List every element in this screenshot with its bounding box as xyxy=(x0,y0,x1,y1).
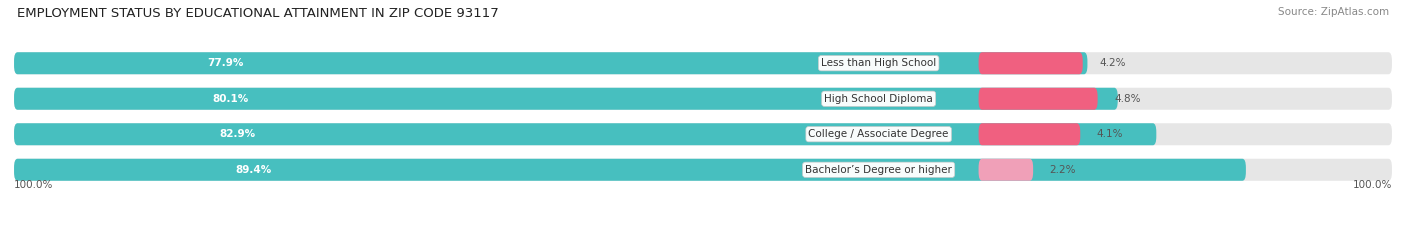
Text: Bachelor’s Degree or higher: Bachelor’s Degree or higher xyxy=(806,165,952,175)
FancyBboxPatch shape xyxy=(14,52,1392,74)
FancyBboxPatch shape xyxy=(14,52,1087,74)
FancyBboxPatch shape xyxy=(979,123,1080,145)
Text: 4.8%: 4.8% xyxy=(1114,94,1140,104)
Text: Source: ZipAtlas.com: Source: ZipAtlas.com xyxy=(1278,7,1389,17)
Text: High School Diploma: High School Diploma xyxy=(824,94,934,104)
Text: Less than High School: Less than High School xyxy=(821,58,936,68)
Text: 77.9%: 77.9% xyxy=(207,58,243,68)
Text: 80.1%: 80.1% xyxy=(212,94,249,104)
Text: 4.2%: 4.2% xyxy=(1099,58,1126,68)
FancyBboxPatch shape xyxy=(14,88,1118,110)
Text: 100.0%: 100.0% xyxy=(14,180,53,190)
FancyBboxPatch shape xyxy=(14,123,1392,145)
FancyBboxPatch shape xyxy=(979,88,1098,110)
Text: 89.4%: 89.4% xyxy=(236,165,271,175)
FancyBboxPatch shape xyxy=(14,123,1156,145)
FancyBboxPatch shape xyxy=(979,52,1083,74)
FancyBboxPatch shape xyxy=(14,159,1392,181)
FancyBboxPatch shape xyxy=(14,159,1246,181)
Text: 2.2%: 2.2% xyxy=(1050,165,1076,175)
Text: College / Associate Degree: College / Associate Degree xyxy=(808,129,949,139)
Text: 82.9%: 82.9% xyxy=(219,129,256,139)
Text: 100.0%: 100.0% xyxy=(1353,180,1392,190)
Text: EMPLOYMENT STATUS BY EDUCATIONAL ATTAINMENT IN ZIP CODE 93117: EMPLOYMENT STATUS BY EDUCATIONAL ATTAINM… xyxy=(17,7,499,20)
FancyBboxPatch shape xyxy=(979,159,1033,181)
FancyBboxPatch shape xyxy=(14,88,1392,110)
Text: 4.1%: 4.1% xyxy=(1097,129,1123,139)
